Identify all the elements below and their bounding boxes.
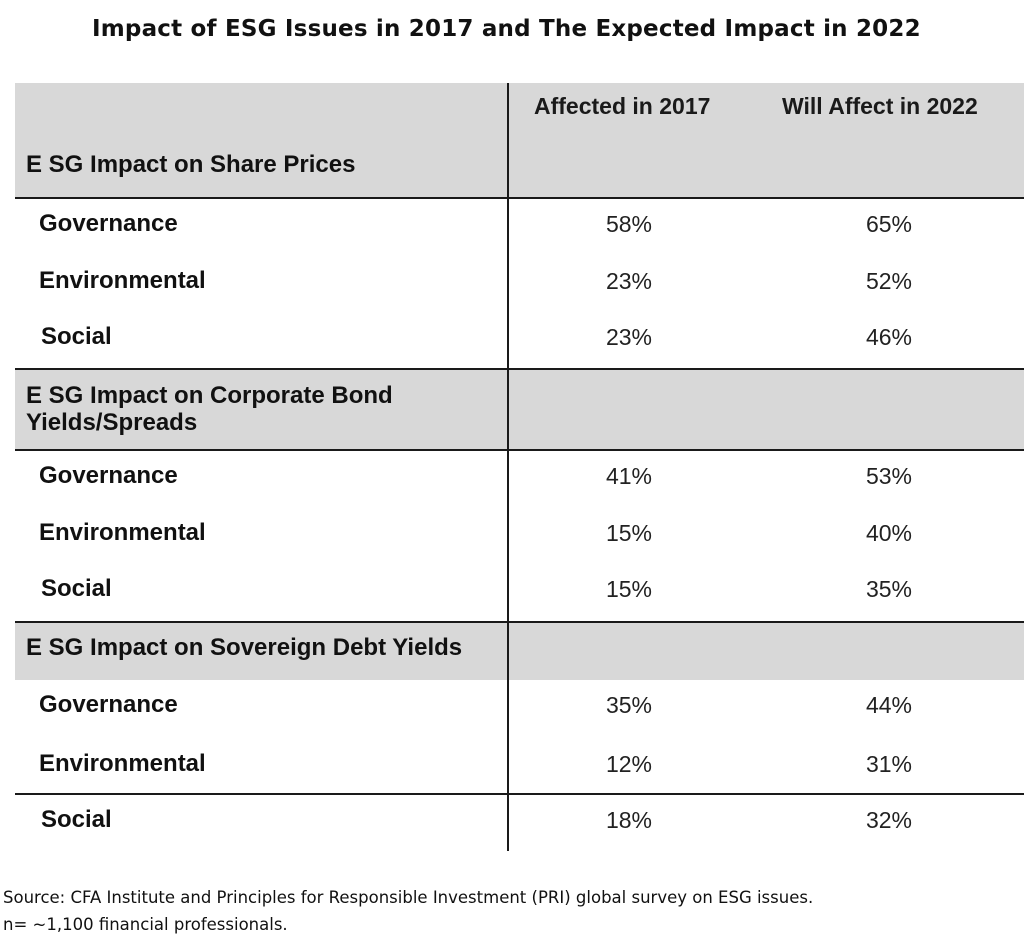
value-cell: 41% [605, 463, 653, 489]
rule-line [15, 621, 1024, 623]
esg-impact-table: Affected in 2017 Will Affect in 2022 E S… [15, 83, 1024, 853]
value-cell: 58% [605, 211, 653, 237]
value-cell: 53% [865, 463, 913, 489]
value-cell: 40% [865, 520, 913, 546]
rule-line [15, 449, 1024, 451]
source-line: Source: CFA Institute and Principles for… [3, 888, 814, 907]
section-row-sovereign-debt [15, 623, 1024, 680]
section-label-sovereign-debt: E SG Impact on Sovereign Debt Yields [26, 634, 463, 661]
rule-line [15, 368, 1024, 370]
section-label-corporate-bond-line2: Yields/Spreads [26, 409, 198, 436]
value-cell: 52% [865, 268, 913, 294]
table-header-row [15, 83, 1024, 139]
row-label-governance: Governance [39, 462, 178, 489]
row-label-governance: Governance [39, 691, 178, 718]
row-label-environmental: Environmental [39, 750, 206, 777]
row-label-social: Social [41, 323, 112, 350]
column-header-2022: Will Affect in 2022 [782, 93, 978, 119]
chart-title: Impact of ESG Issues in 2017 and The Exp… [92, 16, 921, 42]
row-label-social: Social [41, 806, 112, 833]
value-cell: 65% [865, 211, 913, 237]
value-cell: 35% [605, 692, 653, 718]
value-cell: 32% [865, 807, 913, 833]
row-label-social: Social [41, 575, 112, 602]
column-header-2017: Affected in 2017 [534, 93, 711, 119]
value-cell: 18% [605, 807, 653, 833]
sample-size-line: n= ~1,100 financial professionals. [3, 915, 288, 934]
row-label-environmental: Environmental [39, 267, 206, 294]
row-label-environmental: Environmental [39, 519, 206, 546]
value-cell: 15% [605, 576, 653, 602]
value-cell: 15% [605, 520, 653, 546]
value-cell: 12% [605, 751, 653, 777]
section-label-share-prices: E SG Impact on Share Prices [26, 151, 356, 178]
value-cell: 44% [865, 692, 913, 718]
column-divider [507, 83, 509, 851]
section-row-share-prices [15, 139, 1024, 198]
value-cell: 35% [865, 576, 913, 602]
rule-line [15, 197, 1024, 199]
value-cell: 23% [605, 324, 653, 350]
row-label-governance: Governance [39, 210, 178, 237]
rule-line [15, 793, 1024, 795]
value-cell: 31% [865, 751, 913, 777]
section-row-corporate-bond [15, 370, 1024, 449]
value-cell: 46% [865, 324, 913, 350]
section-label-corporate-bond-line1: E SG Impact on Corporate Bond [26, 382, 393, 409]
value-cell: 23% [605, 268, 653, 294]
source-note: Source: CFA Institute and Principles for… [3, 884, 813, 938]
